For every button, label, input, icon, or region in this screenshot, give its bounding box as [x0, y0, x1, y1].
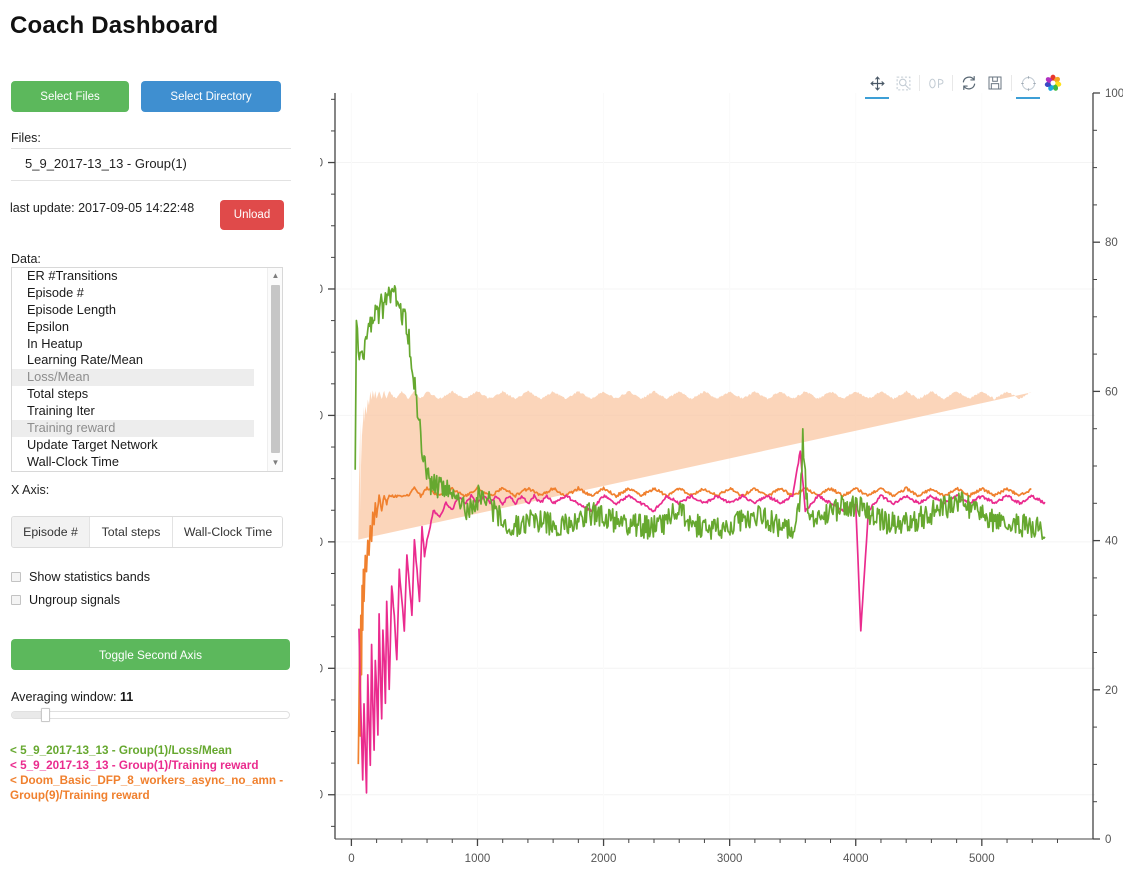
data-list-item[interactable]: Total steps [12, 386, 282, 403]
data-list-item[interactable]: Training reward [12, 420, 254, 437]
y-axis-left-tick-label: 600 [320, 158, 323, 170]
modebar-divider [952, 75, 953, 91]
data-list-item[interactable]: Epsilon [12, 319, 282, 336]
x-axis-tab-episode[interactable]: Episode # [12, 517, 90, 547]
averaging-window-slider[interactable] [11, 708, 290, 722]
x-axis-tab-group[interactable]: Episode # Total steps Wall-Clock Time [11, 516, 283, 548]
unload-button[interactable]: Unload [220, 200, 284, 230]
data-list-item[interactable]: Loss/Mean [12, 369, 254, 387]
reset-axes-icon[interactable] [956, 70, 982, 96]
modebar-divider [919, 75, 920, 91]
chart-modebar[interactable] [864, 70, 1065, 99]
series-line-2[interactable] [357, 486, 1032, 765]
x-axis-label: X Axis: [11, 483, 50, 497]
averaging-window-text: Averaging window: [11, 690, 117, 704]
data-list-item-label: Training Iter [27, 403, 95, 419]
y-axis-left-tick-label: 0 [320, 537, 323, 549]
data-list-item-label: Epsilon [27, 318, 69, 334]
data-list-item-label: In Heatup [27, 335, 83, 351]
plot-svg[interactable]: -400-20002004006000204060801000100020003… [320, 56, 1123, 875]
legend-item-loss-mean[interactable]: < 5_9_2017-13_13 - Group(1)/Loss/Mean [10, 744, 232, 757]
select-files-button[interactable]: Select Files [11, 81, 129, 112]
show-statistics-bands-row[interactable]: Show statistics bands [11, 570, 150, 584]
y-axis-right-tick-label: 60 [1105, 386, 1118, 398]
y-axis-right-tick-label: 80 [1105, 237, 1118, 249]
show-statistics-bands-checkbox[interactable] [11, 572, 21, 582]
data-list-item[interactable]: Episode Length [12, 302, 282, 319]
chart-area[interactable]: -400-20002004006000204060801000100020003… [320, 56, 1123, 875]
y-axis-right-tick-label: 0 [1105, 834, 1111, 846]
last-update-text: last update: 2017-09-05 14:22:48 [10, 201, 195, 215]
x-axis-tick-label: 0 [348, 853, 354, 865]
crosshair-icon[interactable] [1015, 70, 1041, 99]
files-select[interactable]: 5_9_2017-13_13 - Group(1) [11, 148, 291, 181]
data-label: Data: [11, 252, 41, 266]
save-icon[interactable] [982, 70, 1008, 96]
y-axis-left-tick-label: 400 [320, 284, 323, 296]
x-axis-tick-label: 2000 [591, 853, 617, 865]
data-list-scrollbar[interactable]: ▲ ▼ [267, 268, 282, 471]
averaging-window-value: 11 [119, 690, 134, 704]
y-axis-left-tick-label: -200 [320, 663, 323, 675]
slider-handle[interactable] [41, 708, 50, 722]
data-signals-list[interactable]: ER #Transitions Episode # Episode Length Ep… [11, 267, 283, 472]
files-selected-option[interactable]: 5_9_2017-13_13 - Group(1) [25, 156, 187, 171]
y-axis-right-tick-label: 100 [1105, 88, 1123, 100]
x-axis-tab-total-steps[interactable]: Total steps [90, 517, 173, 547]
data-list-item-label: ER #Transitions [27, 268, 118, 283]
slider-fill [12, 712, 44, 718]
y-axis-right-tick-label: 20 [1105, 685, 1118, 697]
data-list-item-label: Update Target Network [27, 436, 158, 452]
x-axis-tab-wall-clock-time[interactable]: Wall-Clock Time [173, 517, 282, 547]
data-list-item[interactable]: In Heatup [12, 336, 282, 353]
data-list-item-label: Total steps [27, 386, 89, 402]
zoom-axis-icon[interactable] [923, 70, 949, 96]
y-axis-left-tick-label: -400 [320, 790, 323, 802]
data-list-item[interactable]: Training Iter [12, 403, 282, 420]
toggle-second-axis-button[interactable]: Toggle Second Axis [11, 639, 290, 670]
data-list-item[interactable]: Update Target Network [12, 437, 282, 454]
scrollbar-thumb[interactable] [271, 285, 280, 453]
slider-track[interactable] [11, 711, 290, 719]
scroll-down-arrow-icon[interactable]: ▼ [271, 458, 280, 467]
legend-item-training-reward-group9[interactable]: < Doom_Basic_DFP_8_workers_async_no_amn … [10, 773, 284, 802]
y-axis-right-tick-label: 40 [1105, 536, 1118, 548]
data-list-item[interactable]: Episode # [12, 285, 282, 302]
legend-item-training-reward-group1[interactable]: < 5_9_2017-13_13 - Group(1)/Training rew… [10, 758, 259, 772]
select-directory-button[interactable]: Select Directory [141, 81, 281, 112]
series-line-0[interactable] [354, 284, 1046, 540]
data-list-item-label: Episode # [27, 284, 84, 300]
page-title: Coach Dashboard [10, 12, 219, 39]
pan-icon[interactable] [864, 70, 890, 99]
x-axis-tick-label: 1000 [465, 853, 491, 865]
files-label: Files: [11, 131, 41, 145]
zoom-box-icon[interactable] [890, 70, 916, 96]
data-list-item[interactable]: ER #Transitions [12, 268, 282, 285]
chart-legend: < 5_9_2017-13_13 - Group(1)/Loss/Mean < … [10, 744, 310, 804]
data-list-item-label: Episode Length [27, 301, 116, 317]
scroll-up-arrow-icon[interactable]: ▲ [271, 271, 280, 280]
data-list-item-label: Wall-Clock Time [27, 453, 119, 469]
ungroup-signals-label: Ungroup signals [29, 593, 121, 607]
data-list-item[interactable]: Learning Rate/Mean [12, 352, 282, 369]
x-axis-tick-label: 4000 [843, 853, 869, 865]
data-list-item-label: Learning Rate/Mean [27, 352, 143, 368]
x-axis-tick-label: 3000 [717, 853, 743, 865]
data-list-item-label: Training reward [27, 420, 116, 436]
data-list-item[interactable]: Wall-Clock Time [12, 454, 282, 471]
data-list-item-label: Loss/Mean [27, 369, 90, 385]
y-axis-left-tick-label: 200 [320, 410, 323, 422]
ungroup-signals-checkbox[interactable] [11, 595, 21, 605]
averaging-window-label: Averaging window: 11 [11, 690, 133, 704]
app-logo-icon[interactable] [1041, 70, 1065, 96]
x-axis-tick-label: 5000 [969, 853, 995, 865]
show-statistics-bands-label: Show statistics bands [29, 570, 151, 584]
control-panel: Select Files Select Directory Files: 5_9… [0, 0, 320, 875]
modebar-divider [1011, 75, 1012, 91]
ungroup-signals-row[interactable]: Ungroup signals [11, 593, 120, 607]
